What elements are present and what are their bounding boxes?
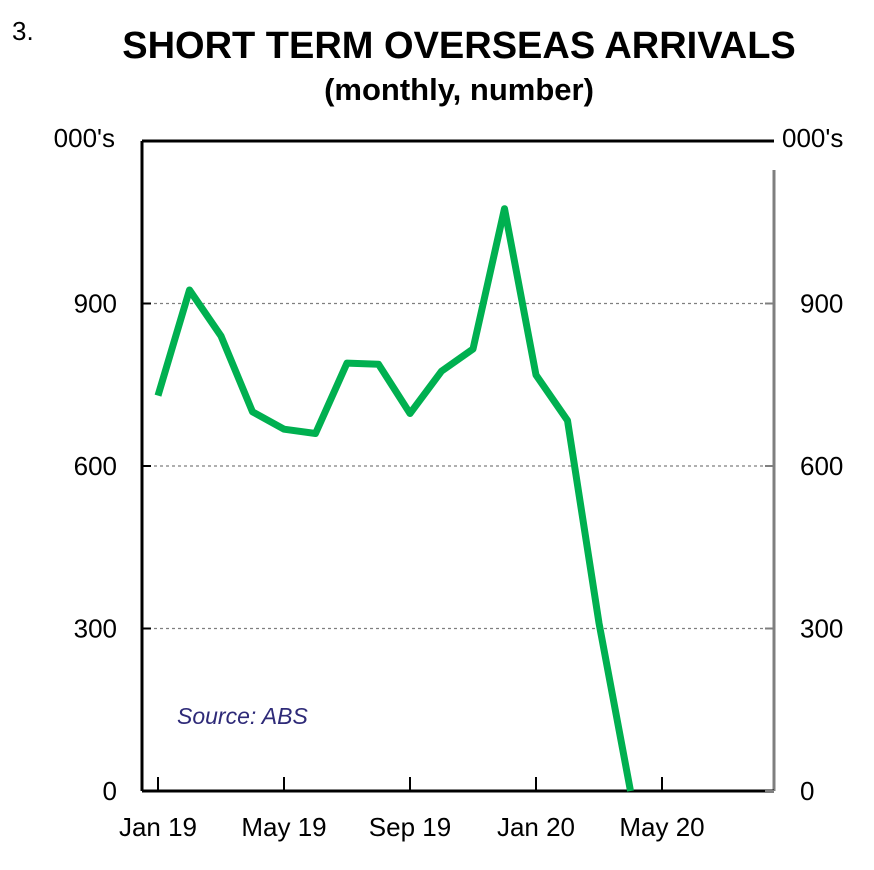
left-unit-label: 000's — [54, 123, 115, 153]
y-tick-label-left: 600 — [74, 451, 117, 481]
gridlines — [142, 302, 774, 630]
chart-subtitle: (monthly, number) — [324, 72, 594, 107]
right-unit-label: 000's — [782, 123, 843, 153]
x-tick-label: Jan 19 — [119, 812, 197, 842]
x-tick-label: Sep 19 — [369, 812, 451, 842]
x-tick-label: May 19 — [241, 812, 326, 842]
y-tick-label-right: 0 — [800, 776, 814, 806]
y-tick-label-left: 900 — [74, 289, 117, 319]
y-tick-label-right: 300 — [800, 614, 843, 644]
chart-title: SHORT TERM OVERSEAS ARRIVALS — [122, 25, 796, 67]
x-tick-label: May 20 — [619, 812, 704, 842]
series — [154, 205, 634, 792]
source-note: Source: ABS — [177, 703, 308, 729]
series-line — [154, 205, 634, 792]
y-tick-label-right: 900 — [800, 289, 843, 319]
y-tick-label-left: 300 — [74, 614, 117, 644]
chart-number: 3. — [12, 16, 34, 46]
x-tick-label: Jan 20 — [497, 812, 575, 842]
y-ticks: 0 0 300 300 600 600 900 900 — [74, 289, 844, 807]
x-ticks: Jan 19 May 19 Sep 19 Jan 20 May 20 — [119, 777, 705, 842]
y-tick-label-left: 0 — [103, 776, 117, 806]
y-tick-label-right: 600 — [800, 451, 843, 481]
